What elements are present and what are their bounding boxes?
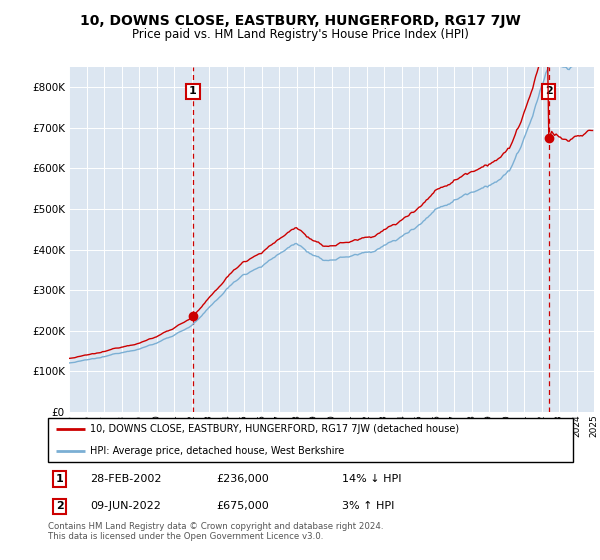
- Text: Price paid vs. HM Land Registry's House Price Index (HPI): Price paid vs. HM Land Registry's House …: [131, 28, 469, 41]
- Text: 3% ↑ HPI: 3% ↑ HPI: [342, 501, 394, 511]
- Text: 1: 1: [56, 474, 64, 484]
- Text: 1: 1: [189, 86, 197, 96]
- Text: 10, DOWNS CLOSE, EASTBURY, HUNGERFORD, RG17 7JW: 10, DOWNS CLOSE, EASTBURY, HUNGERFORD, R…: [80, 14, 520, 28]
- Text: 10, DOWNS CLOSE, EASTBURY, HUNGERFORD, RG17 7JW (detached house): 10, DOWNS CLOSE, EASTBURY, HUNGERFORD, R…: [90, 424, 459, 434]
- Text: 2: 2: [56, 501, 64, 511]
- FancyBboxPatch shape: [48, 418, 573, 462]
- Text: HPI: Average price, detached house, West Berkshire: HPI: Average price, detached house, West…: [90, 446, 344, 456]
- Text: 14% ↓ HPI: 14% ↓ HPI: [342, 474, 401, 484]
- Text: 2: 2: [545, 86, 553, 96]
- Text: £675,000: £675,000: [216, 501, 269, 511]
- Text: 09-JUN-2022: 09-JUN-2022: [90, 501, 161, 511]
- Text: Contains HM Land Registry data © Crown copyright and database right 2024.
This d: Contains HM Land Registry data © Crown c…: [48, 522, 383, 542]
- Text: 28-FEB-2002: 28-FEB-2002: [90, 474, 161, 484]
- Text: £236,000: £236,000: [216, 474, 269, 484]
